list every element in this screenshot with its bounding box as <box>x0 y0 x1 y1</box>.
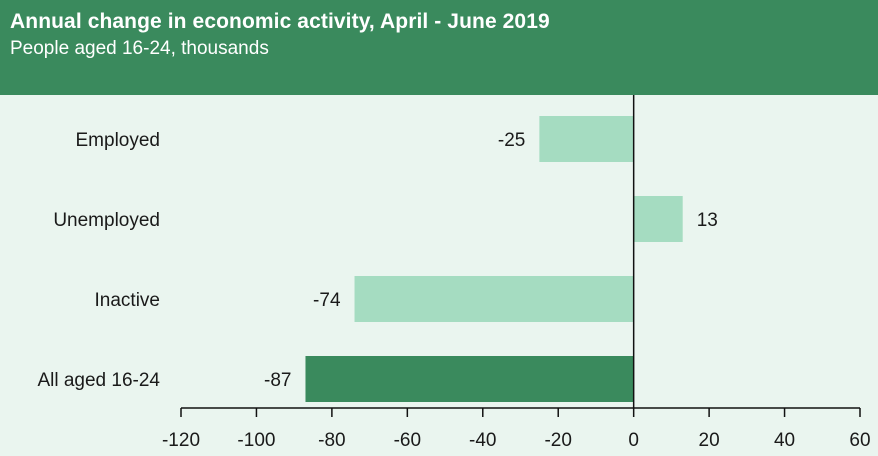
data-label-3: -87 <box>264 370 291 391</box>
bar-2 <box>354 276 634 322</box>
x-tick-label-0: -120 <box>162 430 200 451</box>
x-tick-label-2: -80 <box>318 430 345 451</box>
chart-subtitle: People aged 16-24, thousands <box>10 38 269 59</box>
x-tick-label-6: 0 <box>628 430 639 451</box>
category-label-1: Unemployed <box>53 210 160 231</box>
category-label-0: Employed <box>76 130 161 151</box>
chart-header: Annual change in economic activity, Apri… <box>0 0 878 95</box>
category-label-2: Inactive <box>95 290 160 311</box>
x-tick-label-4: -40 <box>469 430 496 451</box>
x-tick-label-7: 20 <box>699 430 720 451</box>
bar-0 <box>539 116 634 162</box>
data-label-2: -74 <box>313 290 341 311</box>
bar-3 <box>305 356 634 402</box>
bar-1 <box>633 196 683 242</box>
data-label-0: -25 <box>498 130 525 151</box>
data-label-1: 13 <box>697 210 718 231</box>
x-tick-label-8: 40 <box>774 430 795 451</box>
x-tick-label-3: -60 <box>394 430 421 451</box>
chart-title: Annual change in economic activity, Apri… <box>10 10 550 33</box>
x-tick-label-5: -20 <box>544 430 571 451</box>
bar-chart: Employed -25 Unemployed 13 Inactive -74 All ag… <box>37 95 871 451</box>
category-label-3: All aged 16-24 <box>37 370 160 391</box>
x-tick-label-9: 60 <box>849 430 870 451</box>
x-tick-label-1: -100 <box>237 430 275 451</box>
